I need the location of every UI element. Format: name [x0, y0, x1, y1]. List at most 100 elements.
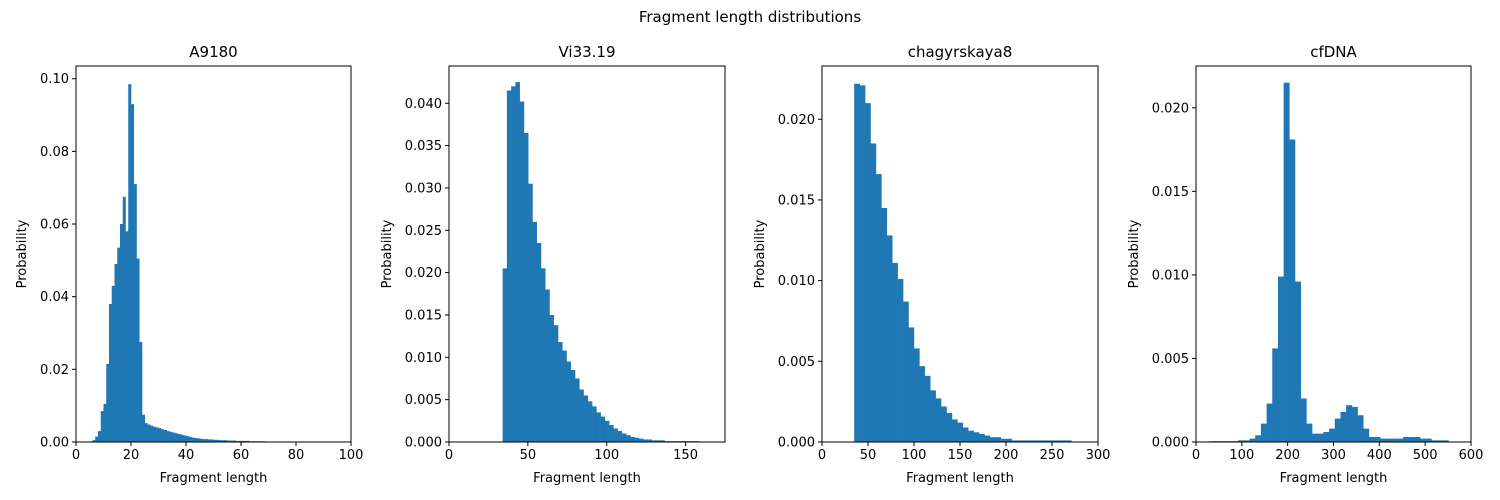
histogram-bar	[1397, 438, 1404, 442]
histogram-bar	[150, 425, 154, 442]
panel-title: Vi33.19	[558, 43, 615, 61]
histogram-bar	[1266, 403, 1273, 442]
histogram-bar	[155, 427, 159, 442]
histogram-bar	[647, 439, 652, 442]
x-tick-label: 0	[818, 448, 826, 463]
x-tick-label: 100	[902, 448, 927, 463]
y-axis-label: Probability	[753, 219, 768, 288]
axes-frame	[75, 65, 352, 443]
histogram-bar	[1374, 436, 1381, 442]
x-tick-label: 500	[1413, 448, 1438, 463]
histogram-bar	[1238, 440, 1245, 442]
x-tick-label: 250	[1040, 448, 1065, 463]
histogram-bar	[545, 289, 550, 442]
histogram-bar	[183, 435, 187, 442]
histogram-bar	[634, 437, 640, 442]
histogram-bar	[1329, 428, 1336, 442]
histogram-bar	[1408, 436, 1415, 442]
y-tick-label: 0.010	[1152, 268, 1189, 283]
histogram-bar	[957, 422, 964, 442]
y-axis-label: Probability	[1127, 219, 1142, 288]
x-tick-label: 100	[594, 448, 619, 463]
histogram-bar	[865, 103, 871, 443]
histogram-bar	[199, 438, 203, 442]
histogram-bar	[1357, 415, 1364, 442]
axes-frame	[448, 65, 726, 443]
histogram-bar	[536, 242, 542, 442]
histogram-bar	[1022, 440, 1029, 442]
y-tick-label: 0.035	[405, 139, 442, 154]
histogram-bar	[941, 406, 947, 442]
histogram-bar	[169, 431, 173, 442]
histogram-bar	[553, 325, 559, 442]
histogram-bar	[1346, 405, 1353, 442]
histogram-bar	[604, 420, 610, 442]
histogram-bar	[596, 412, 601, 442]
x-tick-label: 80	[288, 448, 305, 463]
histogram-bar	[139, 342, 143, 442]
histogram-bar	[1402, 436, 1409, 442]
y-tick-label: 0.015	[405, 308, 442, 323]
histogram-bar	[1368, 436, 1375, 442]
histogram-bar	[875, 174, 882, 442]
histogram-bar	[103, 403, 107, 442]
y-tick-label: 0.020	[1152, 101, 1189, 116]
y-tick-label: 0.04	[40, 290, 69, 305]
histogram-bar	[592, 406, 597, 442]
histogram-bar	[1351, 406, 1358, 442]
histogram-bar	[897, 279, 904, 442]
histogram-bar	[1442, 440, 1449, 442]
histogram-bar	[1437, 440, 1444, 442]
histogram-bar	[1380, 438, 1387, 442]
histogram-bar	[1295, 281, 1301, 442]
histogram-bar	[202, 439, 206, 442]
y-tick-label: 0.010	[405, 351, 442, 366]
histogram-bars	[87, 84, 346, 443]
histogram-bar	[243, 440, 247, 442]
histogram-bar	[1272, 348, 1279, 442]
histogram-bar	[142, 414, 146, 442]
histogram-bar	[205, 439, 209, 442]
panel-title: chagyrskaya8	[908, 43, 1013, 61]
histogram-bar	[886, 235, 893, 442]
histogram-bar	[1065, 440, 1072, 442]
x-tick-label: 300	[1086, 448, 1111, 463]
histogram-bar	[962, 427, 969, 442]
histogram-bar	[227, 440, 231, 442]
histogram-bar	[1312, 433, 1319, 442]
histogram-bar	[92, 440, 96, 442]
histogram-bar	[1425, 438, 1432, 442]
histogram-bar	[903, 301, 909, 442]
panel-a9180: A9180 Fragment length Probability 0 20 40 6…	[15, 43, 363, 486]
histogram-bar	[951, 419, 958, 442]
y-tick-label: 0.10	[40, 72, 69, 87]
histogram-bar	[579, 389, 584, 442]
histogram-bar	[1431, 440, 1438, 442]
x-tick-label: 60	[233, 448, 250, 463]
histogram-bar	[1260, 423, 1267, 442]
histogram-bar	[995, 437, 1002, 442]
histogram-bar	[238, 440, 242, 442]
histogram-bar	[881, 208, 888, 442]
histogram-bar	[1277, 276, 1284, 442]
y-tick-label: 0.025	[405, 224, 442, 239]
histogram-bar	[158, 428, 162, 442]
histogram-bar	[989, 437, 996, 442]
histogram-bar	[197, 438, 201, 442]
histogram-bar	[221, 440, 225, 442]
histogram-bar	[194, 438, 198, 442]
histogram-bar	[583, 395, 589, 442]
histogram-bar	[177, 434, 181, 442]
x-tick-label: 200	[1275, 448, 1300, 463]
histogram-bar	[643, 439, 648, 442]
histogram-bar	[506, 90, 512, 442]
histogram-bar	[1060, 440, 1067, 442]
histogram-bar	[540, 268, 546, 442]
histogram-bar	[908, 327, 915, 442]
histogram-bar	[892, 262, 898, 442]
y-tick-label: 0.015	[1152, 185, 1189, 200]
x-tick-label: 0	[445, 448, 453, 463]
histogram-bar	[1340, 411, 1347, 442]
histogram-bar	[1317, 433, 1324, 442]
histogram-bar	[626, 435, 631, 442]
